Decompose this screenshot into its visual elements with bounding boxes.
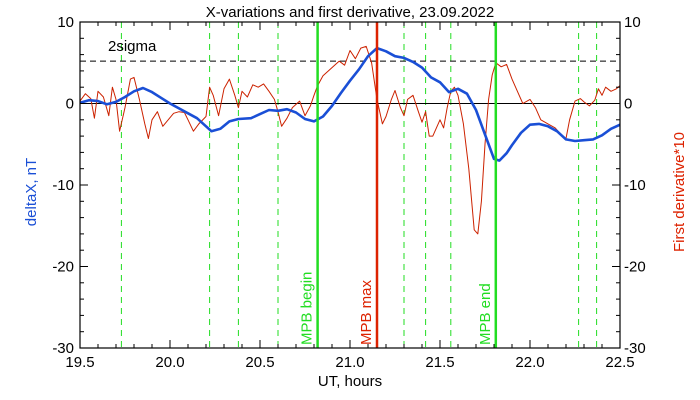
event-label-mpb-end: MPB end	[477, 283, 494, 345]
series-layer	[79, 45, 621, 235]
y-tick-label-left: -30	[52, 340, 74, 357]
x-axis-label: UT, hours	[318, 373, 382, 390]
x-tick-label: 20.0	[155, 354, 184, 371]
y-tick-label-right: -30	[624, 340, 646, 357]
x-tick-label: 22.0	[515, 354, 544, 371]
x-tick-label: 19.5	[65, 354, 94, 371]
y-tick-label-left: 10	[57, 14, 74, 31]
x-tick-label: 22.5	[605, 354, 634, 371]
chart-title: X-variations and first derivative, 23.09…	[206, 4, 495, 21]
y-tick-label-left: 0	[66, 96, 74, 113]
two-sigma-label: 2sigma	[108, 38, 157, 55]
y-tick-label-right: 0	[624, 96, 632, 113]
plot-frame	[79, 21, 621, 349]
y-axis-label-right: First derivative*10	[671, 132, 688, 252]
reference-lines: 2sigma	[80, 38, 620, 104]
series-deltax-line	[79, 46, 621, 162]
x-tick-label: 21.0	[335, 354, 364, 371]
event-label-mpb-max: MPB max	[358, 279, 375, 345]
y-axis-label-left: deltaX, nT	[23, 158, 40, 226]
y-tick-label-left: -20	[52, 259, 74, 276]
axes: 19.5 20.0 20.5 21.0 21.5 22.0 22.5 10 0 -10 -20 -30…	[52, 14, 645, 371]
x-tick-label: 20.5	[245, 354, 274, 371]
y-tick-label-right: -20	[624, 259, 646, 276]
y-tick-label-right: -10	[624, 177, 646, 194]
y-tick-label-left: -10	[52, 177, 74, 194]
series-derivative-line	[79, 45, 621, 235]
x-tick-label: 21.5	[425, 354, 454, 371]
y-tick-label-right: 10	[624, 14, 641, 31]
event-label-mpb-begin: MPB begin	[299, 272, 316, 345]
event-lines: MPB begin MPB max MPB end	[299, 22, 498, 348]
